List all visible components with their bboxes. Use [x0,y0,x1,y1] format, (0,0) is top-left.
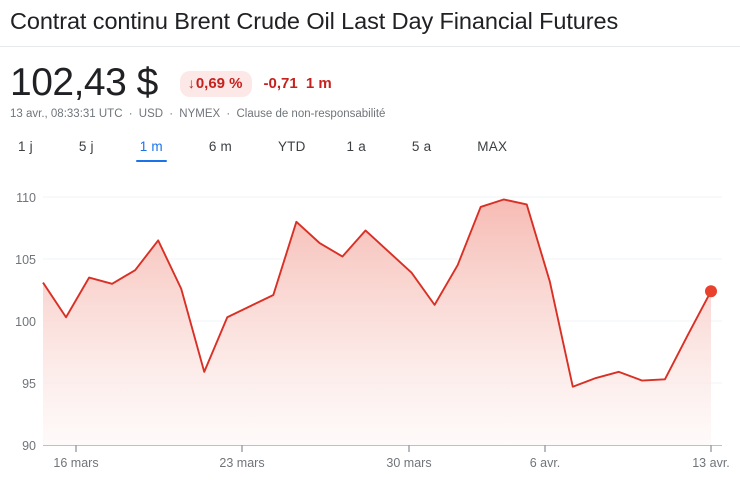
chart-area-fill [43,199,711,445]
xtick-label-3: 6 avr. [530,456,561,470]
xtick-label-2: 30 mars [386,456,431,470]
change-percent-badge: ↓ 0,69 % [179,70,252,97]
arrow-down-icon: ↓ [187,75,195,91]
quote-row: 102,43 $ ↓ 0,69 % -0,71 1 m [0,47,740,105]
tab-ytd[interactable]: YTD [277,139,306,154]
quote-currency: USD [138,108,164,120]
tab-6m[interactable]: 6 m [208,139,232,154]
tab-max[interactable]: MAX [477,139,508,154]
area-path [43,199,711,445]
title-row: Contrat continu Brent Crude Oil Last Day… [0,0,740,46]
tab-1a[interactable]: 1 a [346,139,366,154]
quote-exchange: NYMEX [179,108,221,120]
ytick-label-95: 95 [22,377,36,391]
ytick-label-90: 90 [22,439,36,453]
disclaimer-link[interactable]: Clause de non-responsabilité [236,108,386,120]
current-price: 102,43 $ [10,61,158,104]
meta-separator-3: · [226,108,231,120]
chart-series [42,198,712,388]
tab-5a[interactable]: 5 a [411,139,432,154]
quote-timestamp: 13 avr., 08:33:31 UTC [10,108,123,120]
chart-y-axis: 110 105 100 95 90 [15,191,36,453]
change-absolute-group: -0,71 1 m [264,75,332,92]
page-title: Contrat continu Brent Crude Oil Last Day… [10,8,619,34]
header-divider [0,46,740,47]
tab-5j[interactable]: 5 j [78,139,94,154]
quote-meta: 13 avr., 08:33:31 UTC · USD · NYMEX · Cl… [0,105,740,122]
ytick-label-110: 110 [16,191,36,205]
price-chart[interactable]: 110 105 100 95 90 16 mars 23 mars 30 mar… [0,182,740,488]
xtick-label-0: 16 mars [53,456,98,470]
series-line-path [42,198,712,388]
tab-1m[interactable]: 1 m [135,136,167,162]
range-tabs: 1 j 5 j 1 m 6 m YTD 1 a 5 a MAX [0,122,740,162]
xtick-label-1: 23 mars [219,456,264,470]
endpoint-marker [705,285,717,298]
meta-separator-2: · [169,108,174,120]
xtick-label-4: 13 avr. [692,456,730,470]
ytick-label-105: 105 [15,253,36,267]
change-percent-value: 0,69 % [195,74,243,92]
chart-x-axis: 16 mars 23 mars 30 mars 6 avr. 13 avr. [43,445,730,470]
tab-1j[interactable]: 1 j [18,139,33,154]
chart-svg[interactable]: 110 105 100 95 90 16 mars 23 mars 30 mar… [0,182,740,488]
meta-separator-1: · [128,108,133,120]
change-absolute-value: -0,71 [263,75,298,92]
ytick-label-100: 100 [15,315,36,329]
change-period-label: 1 m [305,75,332,92]
